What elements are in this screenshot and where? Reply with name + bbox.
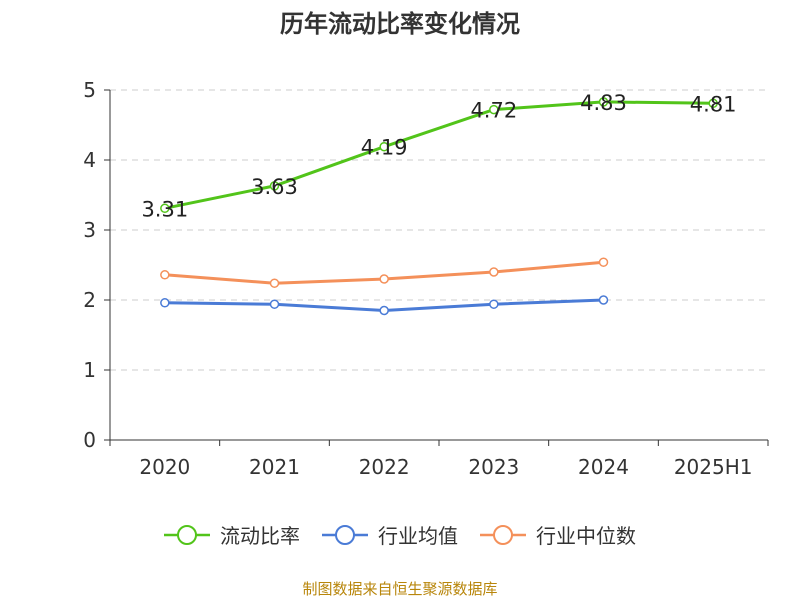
data-point — [379, 305, 389, 316]
data-point — [379, 141, 389, 152]
y-tick-label: 4 — [83, 148, 96, 172]
y-tick-label: 5 — [83, 78, 96, 102]
data-point — [269, 278, 280, 288]
data-label: 4.19 — [361, 136, 408, 160]
x-tick-label: 2021 — [249, 455, 300, 479]
legend-item[interactable]: 行业均值 — [322, 520, 458, 549]
chart-title: 历年流动比率变化情况 — [280, 10, 520, 38]
data-label: 4.72 — [470, 99, 517, 123]
data-label: 4.83 — [580, 91, 627, 115]
data-point — [489, 267, 499, 277]
axes: 0 1 2 3 4 5 2020 2021 2022 2023 2024 2025H1 — [83, 78, 769, 479]
legend-circle — [177, 524, 197, 545]
x-tick-label: 2022 — [359, 455, 410, 479]
data-point — [489, 104, 499, 115]
legend-line-circle-icon — [164, 524, 210, 545]
legend-label: 行业中位数 — [536, 524, 636, 548]
data-labels: 3.31 3.63 4.19 4.72 4.83 4.81 — [141, 91, 736, 221]
legend-line-circle-icon — [322, 524, 368, 545]
source-footer: 制图数据来自恒生聚源数据库 — [302, 580, 498, 598]
series-lines — [160, 97, 718, 316]
x-tick-label: 2025H1 — [674, 455, 753, 479]
legend-label: 行业均值 — [378, 524, 458, 548]
legend-line-circle-icon — [480, 524, 526, 545]
x-tick-label: 2024 — [578, 455, 629, 479]
data-label: 3.31 — [141, 197, 188, 221]
y-tick-label: 3 — [83, 218, 96, 242]
series-line — [164, 100, 714, 210]
legend-item[interactable]: 流动比率 — [164, 520, 300, 549]
data-point — [598, 257, 609, 267]
data-point — [160, 203, 170, 214]
y-tick-label: 0 — [83, 428, 96, 452]
legend-item[interactable]: 行业中位数 — [480, 520, 636, 549]
legend: 流动比率 行业均值 行业中位数 — [0, 520, 800, 549]
y-tick-label: 2 — [83, 288, 96, 312]
legend-circle — [493, 524, 513, 545]
x-tick-label: 2023 — [468, 455, 519, 479]
data-point — [379, 274, 389, 284]
data-point — [269, 299, 280, 309]
data-label: 3.63 — [251, 175, 298, 199]
gridlines — [110, 89, 768, 371]
x-tick-label: 2020 — [139, 455, 190, 479]
data-point — [598, 295, 609, 305]
data-point — [598, 97, 609, 107]
data-point — [269, 181, 280, 191]
legend-label: 流动比率 — [220, 524, 300, 548]
legend-circle — [335, 524, 355, 545]
data-point — [160, 270, 170, 280]
y-tick-label: 1 — [83, 358, 96, 382]
data-point — [708, 98, 718, 109]
data-point — [160, 298, 170, 308]
data-point — [489, 299, 499, 309]
data-label: 4.81 — [690, 92, 737, 116]
